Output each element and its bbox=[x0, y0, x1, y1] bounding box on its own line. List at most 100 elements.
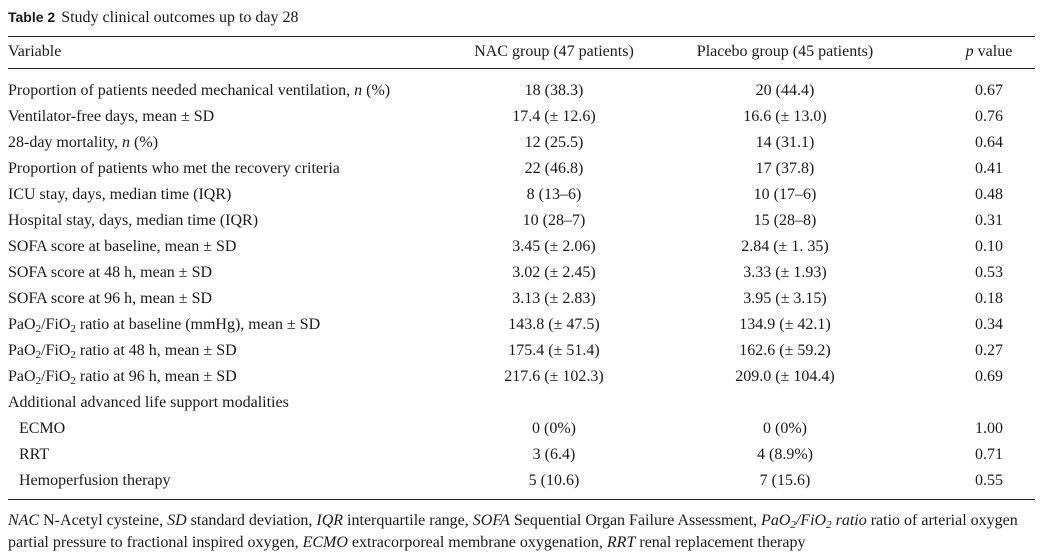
cell-placebo: 15 (28–8) bbox=[753, 212, 817, 229]
table-footnote: NAC N-Acetyl cysteine, SD standard devia… bbox=[8, 510, 1038, 554]
cell-placebo: 10 (17–6) bbox=[753, 186, 817, 203]
table-row: PaO2/FiO2 ratio at 48 h, mean ± SD 175.4 … bbox=[8, 338, 1035, 364]
table-row: 28-day mortality, n (%) 12 (25.5) 14 (31.1… bbox=[8, 130, 1035, 156]
cell-placebo: 209.0 (± 104.4) bbox=[735, 368, 835, 385]
cell-p-value: 0.64 bbox=[975, 134, 1003, 151]
footnote-definition: interquartile range, bbox=[343, 512, 473, 529]
cell-nac: 0 (0%) bbox=[532, 420, 576, 437]
header-variable: Variable bbox=[8, 43, 62, 60]
cell-placebo: 20 (44.4) bbox=[755, 82, 815, 99]
footnote-term: PaO2/FiO2 ratio bbox=[761, 512, 867, 531]
footnote-term: NAC bbox=[8, 512, 40, 529]
footnote-term: RRT bbox=[606, 534, 636, 551]
cell-placebo: 4 (8.9%) bbox=[757, 446, 813, 463]
table-row: Ventilator-free days, mean ± SD 17.4 (± 1… bbox=[8, 104, 1035, 130]
footnote-definition: Sequential Organ Failure Assessment, bbox=[509, 512, 762, 529]
header-placebo-group: Placebo group (45 patients) bbox=[696, 43, 874, 60]
cell-variable: Proportion of patients who met the recov… bbox=[8, 160, 340, 177]
footnote-term: SOFA bbox=[472, 512, 510, 529]
cell-nac: 3.02 (± 2.45) bbox=[512, 264, 596, 281]
footnote-definition: extracorporeal membrane oxygenation, bbox=[347, 534, 607, 551]
table-row: Additional advanced life support modalit… bbox=[8, 390, 1035, 416]
cell-nac: 12 (25.5) bbox=[524, 134, 584, 151]
cell-nac: 3.45 (± 2.06) bbox=[512, 238, 596, 255]
cell-variable: Additional advanced life support modalit… bbox=[8, 394, 289, 411]
cell-variable: SOFA score at 48 h, mean ± SD bbox=[8, 264, 213, 281]
table-row: PaO2/FiO2 ratio at baseline (mmHg), mean… bbox=[8, 312, 1035, 338]
table-row: SOFA score at baseline, mean ± SD 3.45 (±… bbox=[8, 234, 1035, 260]
cell-p-value: 0.76 bbox=[975, 108, 1003, 125]
cell-placebo: 3.33 (± 1.93) bbox=[743, 264, 827, 281]
cell-variable: Hospital stay, days, median time (IQR) bbox=[8, 212, 259, 229]
cell-variable: PaO2/FiO2 ratio at 96 h, mean ± SD bbox=[8, 368, 237, 387]
table-row: Hemoperfusion therapy 5 (10.6) 7 (15.6) 0.5… bbox=[8, 468, 1035, 494]
top-rule bbox=[8, 36, 1035, 37]
footnote-term: IQR bbox=[316, 512, 344, 529]
cell-nac: 22 (46.8) bbox=[524, 160, 584, 177]
cell-p-value: 0.10 bbox=[975, 238, 1003, 255]
cell-variable: RRT bbox=[19, 446, 50, 463]
cell-nac: 3.13 (± 2.83) bbox=[512, 290, 596, 307]
cell-p-value: 1.00 bbox=[975, 420, 1003, 437]
cell-placebo: 16.6 (± 13.0) bbox=[743, 108, 827, 125]
header-nac-group: NAC group (47 patients) bbox=[474, 43, 634, 60]
cell-p-value: 0.71 bbox=[975, 446, 1003, 463]
cell-variable: Ventilator-free days, mean ± SD bbox=[8, 108, 215, 125]
table-row: Hospital stay, days, median time (IQR) 10… bbox=[8, 208, 1035, 234]
cell-variable: Proportion of patients needed mechanical… bbox=[8, 82, 391, 99]
cell-p-value: 0.55 bbox=[975, 472, 1003, 489]
header-p-value: p value bbox=[943, 39, 1035, 65]
cell-p-value: 0.31 bbox=[975, 212, 1003, 229]
header-p-suffix: value bbox=[973, 43, 1013, 60]
footnote-term: ECMO bbox=[302, 534, 348, 551]
footnote-term: SD bbox=[167, 512, 187, 529]
cell-placebo: 0 (0%) bbox=[763, 420, 807, 437]
table-row: SOFA score at 48 h, mean ± SD 3.02 (± 2.4… bbox=[8, 260, 1035, 286]
footnote-definition: N-Acetyl cysteine, bbox=[39, 512, 168, 529]
cell-nac: 8 (13–6) bbox=[526, 186, 582, 203]
footnote-definition: standard deviation, bbox=[186, 512, 317, 529]
cell-nac: 175.4 (± 51.4) bbox=[508, 342, 600, 359]
table-row: Proportion of patients needed mechanical… bbox=[8, 78, 1035, 104]
cell-p-value: 0.27 bbox=[975, 342, 1003, 359]
cell-placebo: 17 (37.8) bbox=[755, 160, 815, 177]
cell-placebo: 162.6 (± 59.2) bbox=[739, 342, 831, 359]
cell-p-value: 0.67 bbox=[975, 82, 1003, 99]
table-row: PaO2/FiO2 ratio at 96 h, mean ± SD 217.6 … bbox=[8, 364, 1035, 390]
table-caption: Table 2 Study clinical outcomes up to day… bbox=[8, 7, 299, 28]
table-title: Study clinical outcomes up to day 28 bbox=[61, 9, 299, 26]
cell-variable: Hemoperfusion therapy bbox=[19, 472, 171, 489]
cell-variable: ECMO bbox=[19, 420, 66, 437]
header-rule bbox=[8, 68, 1035, 69]
cell-p-value: 0.69 bbox=[975, 368, 1003, 385]
table-body: Proportion of patients needed mechanical… bbox=[0, 78, 1047, 498]
cell-nac: 217.6 (± 102.3) bbox=[504, 368, 604, 385]
cell-p-value: 0.53 bbox=[975, 264, 1003, 281]
bottom-rule bbox=[8, 499, 1035, 500]
cell-variable: SOFA score at 96 h, mean ± SD bbox=[8, 290, 213, 307]
footnote-definition: ratio of arterial oxygen partial pressur… bbox=[8, 512, 1018, 551]
cell-variable: PaO2/FiO2 ratio at 48 h, mean ± SD bbox=[8, 342, 237, 361]
table-row: Proportion of patients who met the recov… bbox=[8, 156, 1035, 182]
cell-placebo: 2.84 (± 1. 35) bbox=[741, 238, 829, 255]
cell-variable: PaO2/FiO2 ratio at baseline (mmHg), mean… bbox=[8, 316, 321, 335]
footnote-definition: renal replacement therapy bbox=[635, 534, 806, 551]
header-p-italic: p bbox=[965, 43, 974, 60]
cell-nac: 5 (10.6) bbox=[528, 472, 580, 489]
cell-nac: 17.4 (± 12.6) bbox=[512, 108, 596, 125]
cell-p-value: 0.41 bbox=[975, 160, 1003, 177]
cell-p-value: 0.18 bbox=[975, 290, 1003, 307]
cell-nac: 10 (28–7) bbox=[522, 212, 586, 229]
cell-placebo: 14 (31.1) bbox=[755, 134, 815, 151]
cell-variable: ICU stay, days, median time (IQR) bbox=[8, 186, 232, 203]
cell-variable: SOFA score at baseline, mean ± SD bbox=[8, 238, 237, 255]
cell-placebo: 7 (15.6) bbox=[759, 472, 811, 489]
table-row: ECMO 0 (0%) 0 (0%) 1.00 bbox=[8, 416, 1035, 442]
table-row: ICU stay, days, median time (IQR) 8 (13–6… bbox=[8, 182, 1035, 208]
cell-variable: 28-day mortality, n (%) bbox=[8, 134, 159, 151]
cell-placebo: 3.95 (± 3.15) bbox=[743, 290, 827, 307]
cell-nac: 18 (38.3) bbox=[524, 82, 584, 99]
table-label: Table 2 bbox=[8, 9, 56, 25]
table-row: SOFA score at 96 h, mean ± SD 3.13 (± 2.8… bbox=[8, 286, 1035, 312]
cell-nac: 3 (6.4) bbox=[532, 446, 576, 463]
